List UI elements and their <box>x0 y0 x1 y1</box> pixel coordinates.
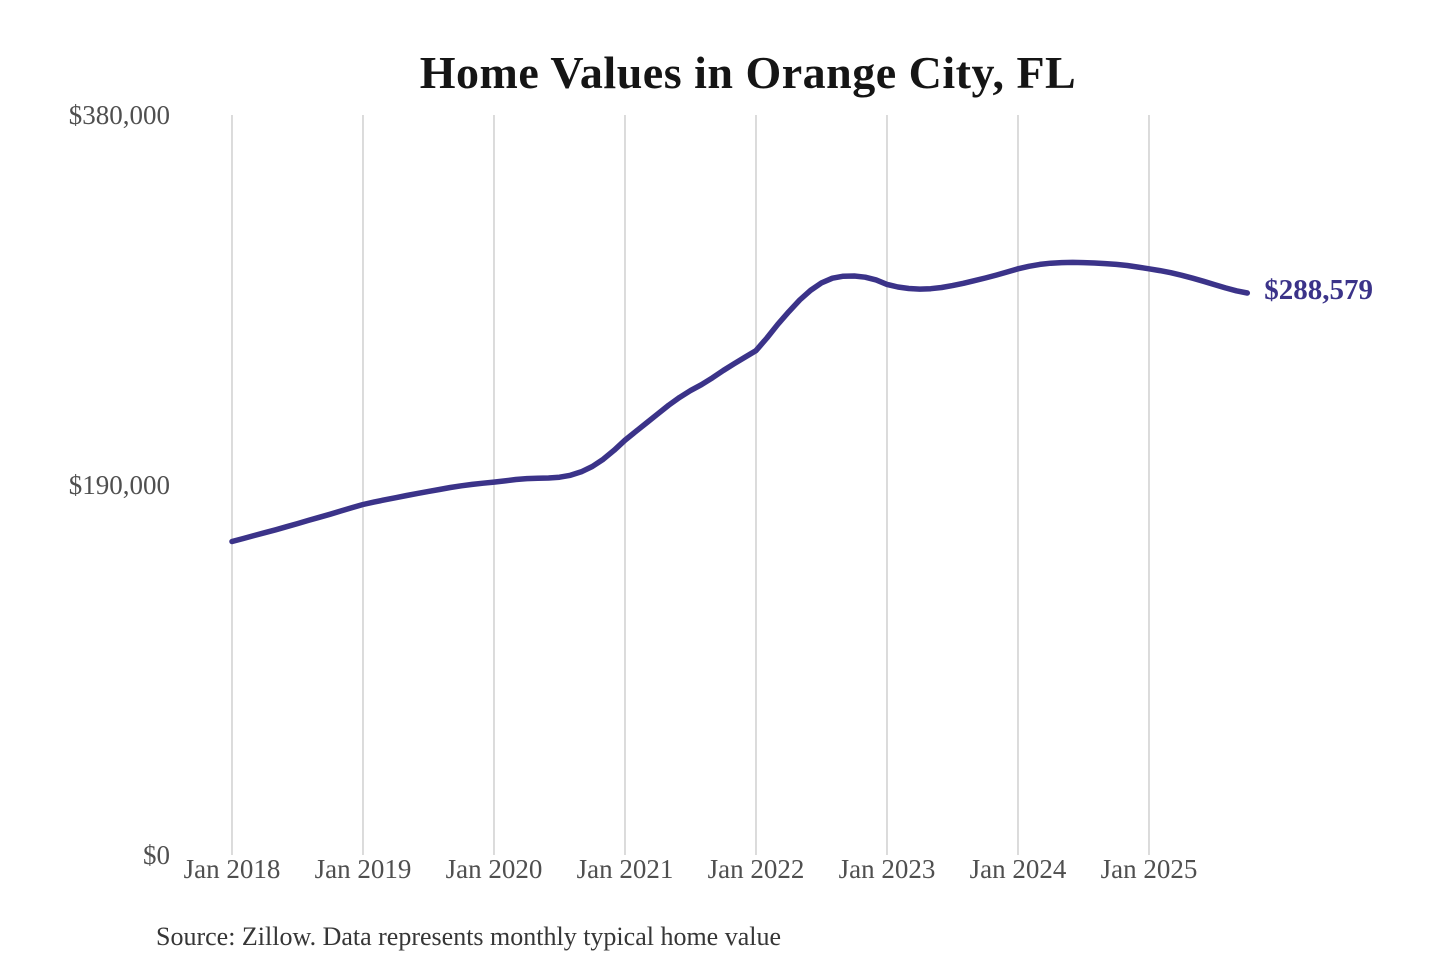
x-axis-tick-label: Jan 2025 <box>1100 854 1198 884</box>
x-axis-tick-label: Jan 2020 <box>445 854 543 884</box>
latest-value-label: $288,579 <box>1264 274 1373 307</box>
page-title: Home Values in Orange City, FL <box>419 47 1077 98</box>
x-axis-tick-label: Jan 2023 <box>838 854 936 884</box>
x-axis-tick-label: Jan 2021 <box>576 854 674 884</box>
y-axis-tick-label: $0 <box>143 839 170 870</box>
x-axis-tick-label: Jan 2019 <box>314 854 412 884</box>
x-axis-tick-label: Jan 2018 <box>183 854 281 884</box>
x-axis-tick-label: Jan 2022 <box>707 854 805 884</box>
home-value-series-line <box>229 259 1251 545</box>
y-axis-tick-label: $190,000 <box>68 469 170 500</box>
y-axis-tick-label: $380,000 <box>68 99 170 130</box>
x-axis-tick-label: Jan 2024 <box>969 854 1067 884</box>
source-note: Source: Zillow. Data represents monthly … <box>156 922 782 951</box>
